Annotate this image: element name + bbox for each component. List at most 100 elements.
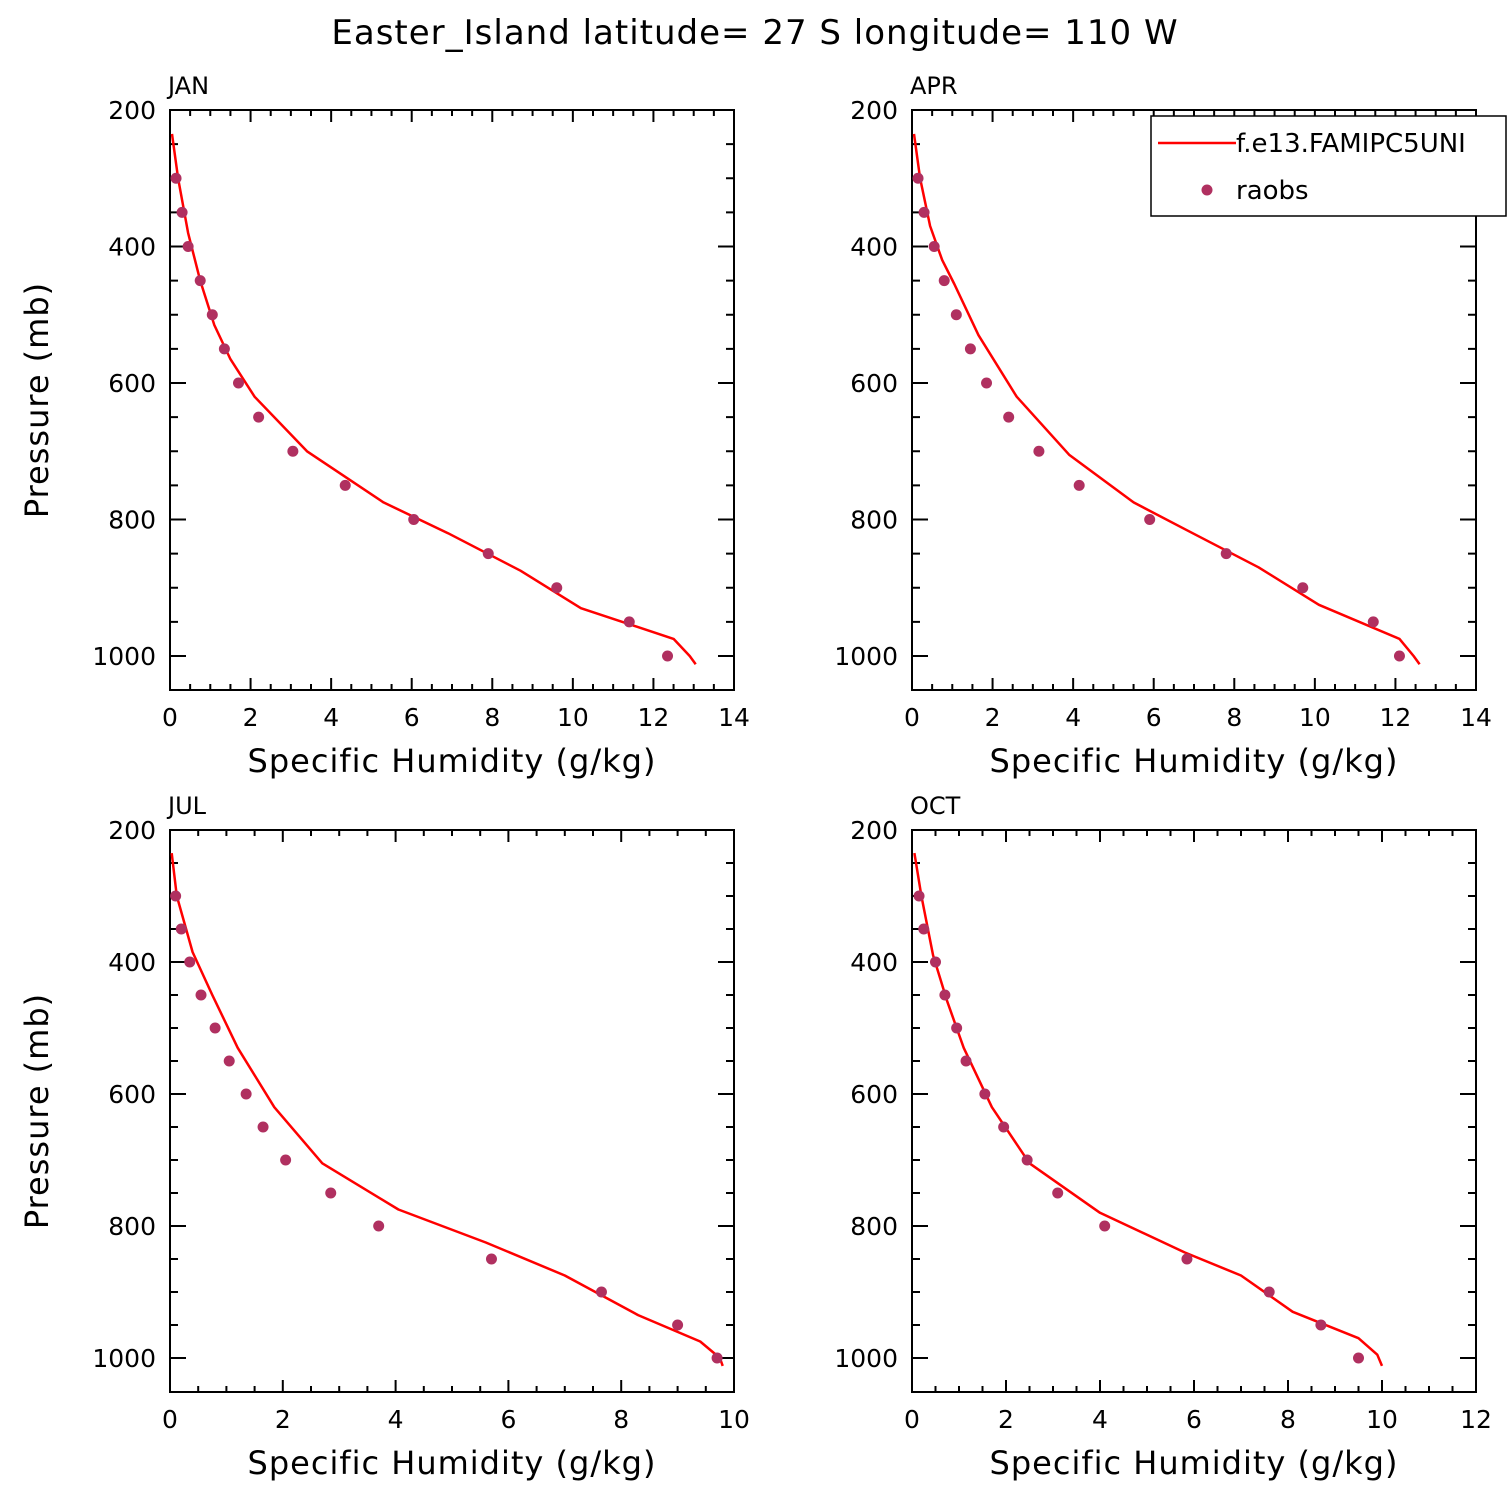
model-series-line bbox=[913, 852, 1384, 1367]
panel-label: JAN bbox=[166, 72, 209, 100]
raobs-point bbox=[232, 377, 244, 389]
plot-frame bbox=[911, 829, 1477, 1393]
raobs-point bbox=[240, 1088, 252, 1100]
raobs-point bbox=[325, 1187, 337, 1199]
raobs-point bbox=[960, 1055, 972, 1067]
x-tick-label: 4 bbox=[323, 703, 339, 732]
x-axis-label: Specific Humidity (g/kg) bbox=[990, 1444, 1399, 1482]
y-tick-label: 400 bbox=[108, 948, 156, 977]
x-tick-label: 6 bbox=[500, 1405, 516, 1434]
x-axis-label: Specific Humidity (g/kg) bbox=[248, 742, 657, 780]
y-tick-label: 800 bbox=[108, 1212, 156, 1241]
x-tick-label: 4 bbox=[1092, 1405, 1108, 1434]
y-tick-label: 200 bbox=[850, 816, 898, 845]
x-tick-label: 10 bbox=[718, 1405, 750, 1434]
raobs-point bbox=[918, 923, 930, 935]
raobs-point bbox=[408, 514, 420, 525]
plot-frame bbox=[169, 109, 735, 691]
raobs-point bbox=[170, 172, 182, 184]
panel-jan: JAN 0 2 4 6 8 10 12 14 200 400 600 800 1000 Specific H… bbox=[18, 72, 750, 780]
y-tick-label: 600 bbox=[850, 369, 898, 398]
raobs-point bbox=[482, 548, 494, 560]
model-series-line bbox=[170, 133, 697, 665]
raobs-point bbox=[964, 343, 976, 355]
raobs-point bbox=[938, 275, 950, 287]
raobs-point bbox=[175, 923, 187, 935]
raobs-point bbox=[672, 1319, 684, 1331]
raobs-point bbox=[1033, 445, 1045, 457]
y-tick-label: 400 bbox=[850, 233, 898, 262]
y-tick-label: 400 bbox=[850, 948, 898, 977]
raobs-point bbox=[930, 956, 941, 968]
x-tick-label: 0 bbox=[904, 703, 920, 732]
x-tick-label: 6 bbox=[404, 703, 420, 732]
x-tick-label: 12 bbox=[1380, 703, 1412, 732]
panel-label: OCT bbox=[910, 792, 961, 820]
raobs-point bbox=[1353, 1352, 1364, 1364]
raobs-point bbox=[1073, 479, 1085, 491]
raobs-point bbox=[1220, 548, 1232, 560]
raobs-point bbox=[218, 343, 230, 355]
raobs-point bbox=[711, 1352, 723, 1364]
x-tick-label: 10 bbox=[557, 703, 589, 732]
raobs-point bbox=[1297, 582, 1309, 594]
y-tick-label: 800 bbox=[850, 1212, 898, 1241]
raobs-point bbox=[1052, 1187, 1064, 1199]
raobs-point bbox=[195, 989, 207, 1001]
legend-box bbox=[1150, 115, 1507, 217]
raobs-point bbox=[981, 377, 993, 389]
x-tick-label: 0 bbox=[904, 1405, 920, 1434]
x-tick-label: 14 bbox=[718, 703, 750, 732]
x-tick-label: 4 bbox=[388, 1405, 404, 1434]
x-tick-label: 2 bbox=[243, 703, 259, 732]
raobs-point bbox=[209, 1022, 221, 1034]
x-tick-label: 10 bbox=[1299, 703, 1331, 732]
raobs-point bbox=[206, 309, 218, 321]
legend-label-raobs: raobs bbox=[1236, 176, 1309, 206]
raobs-point bbox=[485, 1253, 497, 1265]
raobs-point bbox=[280, 1154, 292, 1166]
raobs-point bbox=[1315, 1319, 1327, 1331]
raobs-point bbox=[176, 206, 188, 218]
raobs-point bbox=[373, 1220, 385, 1232]
raobs-point bbox=[979, 1088, 991, 1100]
x-axis-label: Specific Humidity (g/kg) bbox=[248, 1444, 657, 1482]
x-tick-label: 8 bbox=[484, 703, 500, 732]
raobs-point bbox=[170, 890, 182, 902]
raobs-point bbox=[551, 582, 563, 594]
x-tick-label: 6 bbox=[1186, 1405, 1202, 1434]
raobs-point bbox=[662, 650, 674, 662]
panel-label: JUL bbox=[166, 792, 207, 820]
x-tick-label: 12 bbox=[638, 703, 670, 732]
raobs-point bbox=[257, 1121, 269, 1133]
x-tick-label: 2 bbox=[275, 1405, 291, 1434]
x-tick-label: 6 bbox=[1146, 703, 1162, 732]
y-axis-label: Pressure (mb) bbox=[18, 993, 56, 1229]
x-tick-label: 4 bbox=[1065, 703, 1081, 732]
legend-label-model: f.e13.FAMIPC5UNI bbox=[1236, 129, 1466, 159]
raobs-point bbox=[287, 445, 299, 457]
raobs-point bbox=[1021, 1154, 1033, 1166]
x-tick-label: 0 bbox=[162, 703, 178, 732]
model-series-line bbox=[170, 852, 724, 1367]
raobs-point bbox=[223, 1055, 235, 1067]
raobs-point bbox=[1393, 650, 1405, 662]
y-tick-label: 1000 bbox=[834, 642, 898, 671]
legend-marker-swatch bbox=[1201, 184, 1213, 196]
y-tick-label: 1000 bbox=[92, 642, 156, 671]
y-tick-label: 200 bbox=[850, 96, 898, 125]
raobs-point bbox=[951, 1022, 963, 1034]
raobs-point bbox=[1181, 1253, 1193, 1265]
raobs-point bbox=[998, 1121, 1010, 1133]
raobs-point bbox=[912, 172, 924, 184]
legend: f.e13.FAMIPC5UNI raobs bbox=[1150, 115, 1507, 217]
y-tick-label: 200 bbox=[108, 816, 156, 845]
x-axis-label: Specific Humidity (g/kg) bbox=[990, 742, 1399, 780]
raobs-point bbox=[939, 989, 951, 1001]
raobs-point bbox=[194, 275, 206, 287]
raobs-point bbox=[913, 890, 925, 902]
raobs-point bbox=[1003, 411, 1015, 423]
raobs-point bbox=[918, 206, 930, 218]
y-tick-label: 200 bbox=[108, 96, 156, 125]
